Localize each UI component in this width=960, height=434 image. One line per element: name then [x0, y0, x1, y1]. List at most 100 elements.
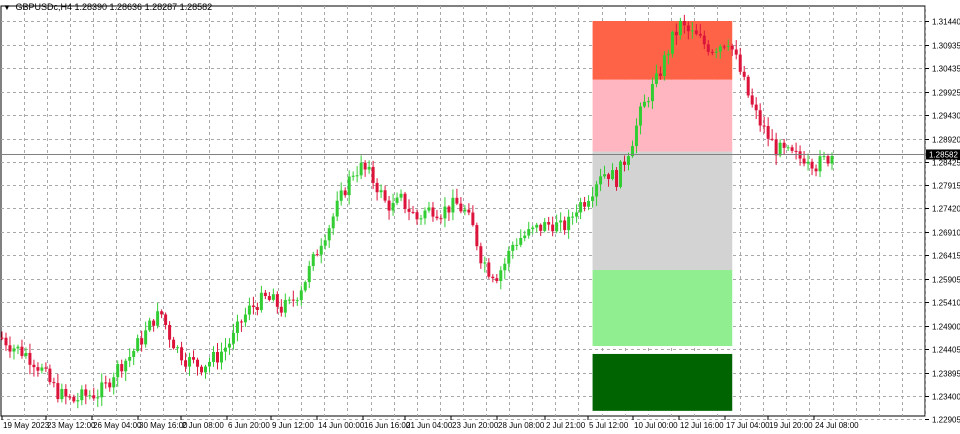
bear-candle: [471, 212, 475, 226]
bull-candle: [124, 360, 128, 372]
bear-candle: [92, 395, 96, 399]
bull-candle: [523, 235, 527, 239]
bull-candle: [271, 294, 275, 300]
bull-candle: [116, 364, 120, 378]
bear-candle: [315, 254, 319, 256]
zone-mid: [592, 151, 733, 271]
bear-candle: [686, 25, 690, 32]
bear-candle: [706, 44, 710, 52]
time-tick-label: 16 Jun 16:00: [364, 421, 411, 430]
bear-candle: [164, 314, 168, 325]
price-tick-label: 1.24900: [932, 323, 960, 332]
bear-candle: [694, 30, 698, 34]
bear-candle: [387, 200, 391, 211]
price-tick-label: 1.23400: [932, 393, 960, 402]
bull-candle: [822, 156, 826, 158]
bear-candle: [455, 197, 459, 204]
bull-candle: [80, 389, 84, 401]
bull-candle: [327, 228, 331, 241]
bull-candle: [88, 395, 92, 397]
bear-candle: [770, 138, 774, 140]
time-tick-label: 23 May 12:00: [47, 421, 96, 430]
bear-candle: [72, 396, 76, 402]
bull-candle: [531, 227, 535, 230]
bear-candle: [802, 158, 806, 164]
bull-candle: [579, 202, 583, 213]
bear-candle: [782, 142, 786, 148]
time-tick-label: 2 Jul 21:00: [546, 421, 586, 430]
bull-candle: [208, 361, 211, 367]
bull-candle: [718, 46, 722, 52]
bull-candle: [515, 244, 519, 246]
bear-candle: [487, 262, 491, 277]
symbol-name: GBPUSDc,H4: [15, 2, 72, 12]
bear-candle: [64, 388, 68, 397]
bull-candle: [543, 222, 547, 231]
zone-top: [592, 21, 733, 80]
bull-candle: [331, 216, 335, 229]
price-tick-label: 1.31440: [932, 18, 960, 27]
bull-candle: [211, 351, 215, 362]
bear-candle: [774, 139, 778, 156]
bull-candle: [535, 224, 539, 228]
bull-candle: [527, 229, 531, 236]
bear-candle: [758, 110, 762, 126]
bull-candle: [351, 175, 355, 177]
bear-candle: [172, 339, 176, 349]
bear-candle: [255, 307, 259, 310]
bull-candle: [626, 156, 630, 165]
bull-candle: [247, 305, 251, 315]
bull-candle: [571, 216, 575, 218]
bull-candle: [638, 106, 642, 126]
bull-candle: [323, 240, 327, 246]
bear-candle: [263, 292, 267, 297]
time-tick-label: 19 May 2023: [3, 421, 50, 430]
price-tick-label: 1.27915: [932, 182, 960, 191]
bull-candle: [223, 347, 227, 352]
price-tick-label: 1.23895: [932, 370, 960, 379]
bear-candle: [547, 222, 551, 225]
bull-candle: [307, 266, 311, 283]
bull-candle: [650, 83, 654, 102]
bear-candle: [722, 46, 726, 48]
bear-candle: [738, 54, 742, 72]
triangle-down-icon[interactable]: ▼: [3, 3, 11, 12]
time-tick-label: 12 Jul 16:00: [680, 421, 724, 430]
bull-candle: [503, 263, 507, 271]
bear-candle: [754, 104, 758, 111]
bull-candle: [567, 216, 571, 231]
bear-candle: [710, 51, 714, 53]
bull-candle: [295, 300, 299, 302]
time-tick-label: 30 May 16:00: [139, 421, 188, 430]
price-tick-label: 1.27420: [932, 205, 960, 214]
time-tick-label: 10 Jul 00:00: [634, 421, 678, 430]
zone-bottom: [592, 353, 733, 411]
bear-candle: [52, 382, 56, 384]
bull-candle: [144, 330, 148, 345]
bear-candle: [475, 225, 479, 247]
zone-layer: [592, 21, 733, 411]
bear-candle: [140, 338, 144, 345]
bear-candle: [439, 218, 443, 220]
bull-candle: [603, 174, 607, 177]
bear-candle: [4, 337, 8, 346]
bear-candle: [56, 383, 60, 400]
bull-candle: [483, 262, 487, 264]
bear-candle: [363, 162, 367, 170]
bear-candle: [411, 211, 415, 213]
bull-candle: [690, 30, 694, 32]
bear-candle: [48, 368, 52, 383]
time-tick-label: 9 Jun 12:00: [272, 421, 314, 430]
bull-candle: [204, 366, 208, 373]
bull-candle: [12, 348, 16, 352]
bull-candle: [786, 147, 790, 149]
current-price-label: 1.28582: [929, 151, 958, 160]
bear-candle: [152, 320, 156, 326]
price-tick-label: 1.30435: [932, 65, 960, 74]
bear-candle: [192, 357, 196, 360]
bull-candle: [634, 125, 638, 147]
bull-candle: [662, 55, 666, 76]
bear-candle: [196, 359, 200, 367]
